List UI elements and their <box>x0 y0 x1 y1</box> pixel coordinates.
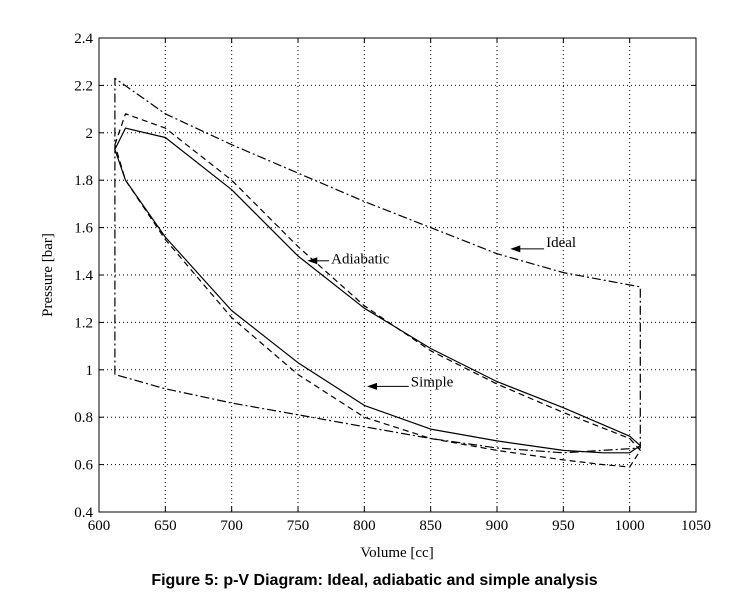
plot-background <box>99 38 696 512</box>
x-tick-label: 600 <box>88 518 111 534</box>
pv-chart: Ideal Adiabatic Simple 600 650 700 750 800 850 9… <box>40 31 711 561</box>
y-tick-label: 0.4 <box>74 505 93 521</box>
x-tick-label: 1000 <box>615 518 645 534</box>
x-tick-label: 1050 <box>681 518 711 534</box>
x-tick-label: 850 <box>419 518 442 534</box>
x-tick-label: 800 <box>353 518 376 534</box>
figure-caption: Figure 5: p-V Diagram: Ideal, adiabatic … <box>151 572 598 589</box>
x-tick-label: 900 <box>486 518 509 534</box>
y-tick-label: 1.8 <box>74 173 93 189</box>
series-ideal <box>114 77 641 454</box>
annotation-ideal: Ideal <box>546 235 576 251</box>
y-tick-label: 1 <box>86 363 94 379</box>
y-tick-label: 0.6 <box>74 458 93 474</box>
grid <box>99 38 696 512</box>
y-axis-label: Pressure [bar] <box>40 233 56 317</box>
series-simple <box>114 127 641 454</box>
x-tick-label: 750 <box>287 518 310 534</box>
annotation-arrowhead-ideal <box>510 245 521 253</box>
y-tick-label: 2 <box>86 126 94 142</box>
annotations-group: Ideal Adiabatic Simple <box>307 235 576 391</box>
y-tick-label: 1.4 <box>74 268 93 284</box>
y-tick-label: 2.4 <box>74 31 93 47</box>
y-tick-label: 1.2 <box>74 315 93 331</box>
x-tick-label: 950 <box>552 518 575 534</box>
annotation-simple: Simple <box>411 375 454 391</box>
y-tick-label: 2.2 <box>74 78 93 94</box>
y-tick-label: 1.6 <box>74 221 93 237</box>
annotation-adiabatic: Adiabatic <box>331 251 390 267</box>
annotation-arrowhead-simple <box>366 382 377 390</box>
annotation-arrowhead-adiabatic <box>307 257 318 265</box>
series-group <box>114 77 641 468</box>
ticks-group: 600 650 700 750 800 850 900 950 1000 1050 0.4 0.6 0.… <box>74 31 711 534</box>
x-axis-label: Volume [cc] <box>360 545 433 561</box>
x-tick-label: 650 <box>154 518 177 534</box>
x-tick-label: 700 <box>220 518 243 534</box>
y-tick-label: 0.8 <box>74 410 93 426</box>
series-adiabatic <box>114 113 641 468</box>
